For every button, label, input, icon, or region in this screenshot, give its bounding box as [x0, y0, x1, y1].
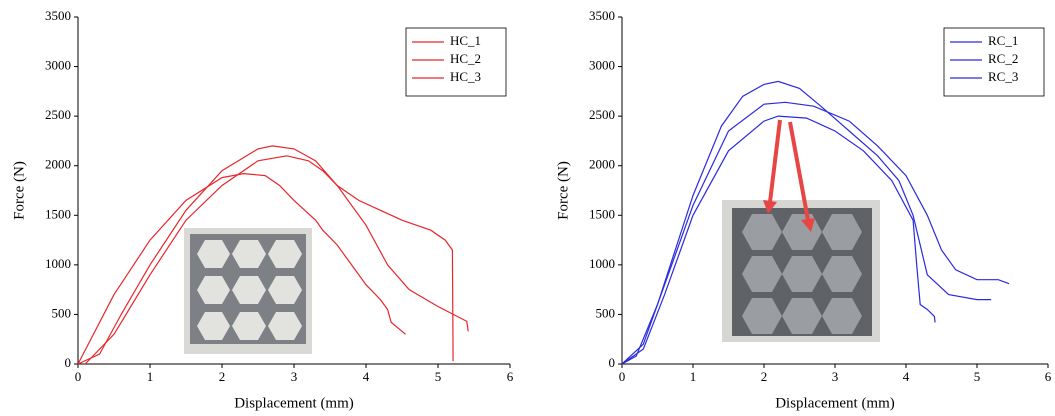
inset-photo-right — [722, 200, 880, 342]
x-axis-label: Displacement (mm) — [775, 395, 895, 411]
data-line — [84, 155, 454, 365]
y-axis-label: Force (N) — [555, 161, 571, 220]
legend-label: RC_3 — [988, 69, 1018, 84]
y-tick-label: 2500 — [589, 107, 615, 122]
y-tick-label: 3500 — [589, 8, 615, 23]
x-tick-label: 5 — [435, 369, 442, 384]
y-tick-label: 2000 — [589, 157, 615, 172]
x-tick-label: 4 — [903, 369, 910, 384]
x-tick-label: 3 — [291, 369, 298, 384]
legend-label: RC_1 — [988, 33, 1018, 48]
data-line — [621, 115, 936, 365]
legend-label: HC_3 — [450, 69, 481, 84]
y-tick-label: 1000 — [589, 256, 615, 271]
y-tick-label: 3500 — [45, 8, 71, 23]
y-tick-label: 500 — [596, 305, 616, 320]
y-tick-label: 1500 — [589, 206, 615, 221]
inset-photo-left — [184, 228, 312, 354]
y-tick-label: 2500 — [45, 107, 71, 122]
x-tick-label: 5 — [974, 369, 981, 384]
y-tick-label: 1000 — [45, 256, 71, 271]
x-tick-label: 2 — [761, 369, 768, 384]
x-tick-label: 1 — [147, 369, 154, 384]
data-line — [621, 80, 992, 365]
data-line — [77, 145, 469, 365]
arrows — [763, 119, 815, 232]
x-tick-label: 6 — [507, 369, 514, 384]
x-tick-label: 2 — [219, 369, 226, 384]
chart-panel: 0 500 1000 1500 2000 2500 3000 3500 0 1 2 3 4 5 6 Displ… — [555, 8, 1051, 411]
legend-label: HC_2 — [450, 51, 481, 66]
legend-box — [943, 27, 1045, 97]
x-tick-label: 6 — [1045, 369, 1052, 384]
legend-label: HC_1 — [450, 33, 481, 48]
x-tick-label: 0 — [75, 369, 82, 384]
x-tick-label: 0 — [619, 369, 626, 384]
y-tick-label: 0 — [65, 355, 72, 370]
data-line — [621, 101, 1010, 365]
x-tick-label: 4 — [363, 369, 370, 384]
y-tick-label: 2000 — [45, 157, 71, 172]
y-tick-label: 3000 — [45, 58, 71, 73]
y-tick-label: 0 — [609, 355, 616, 370]
y-tick-label: 1500 — [45, 206, 71, 221]
y-tick-label: 3000 — [589, 58, 615, 73]
legend-box — [405, 27, 507, 97]
data-line — [77, 172, 406, 365]
y-axis-label: Force (N) — [11, 161, 27, 220]
y-tick-label: 500 — [52, 305, 72, 320]
x-tick-label: 3 — [832, 369, 839, 384]
x-tick-label: 1 — [690, 369, 697, 384]
x-axis-label: Displacement (mm) — [234, 395, 354, 411]
chart-panel: 0 500 1000 1500 2000 2500 3000 3500 0 1 2 3 4 5 6 Displ… — [11, 8, 513, 411]
legend-label: RC_2 — [988, 51, 1018, 66]
